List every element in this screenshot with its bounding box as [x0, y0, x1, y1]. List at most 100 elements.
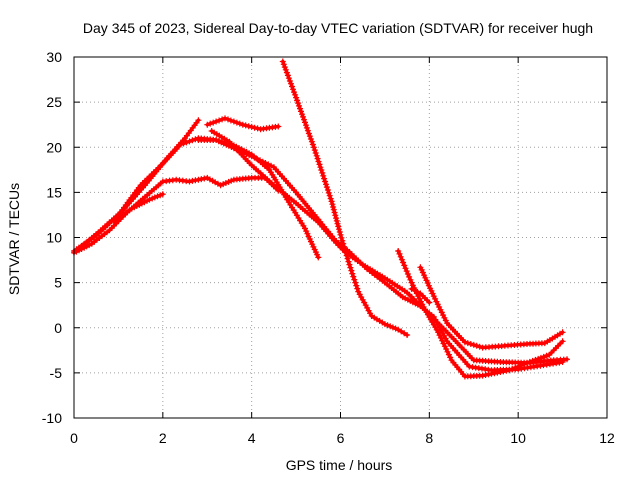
data-point-marker [564, 356, 570, 363]
data-point-marker [314, 155, 321, 162]
data-point-marker [216, 117, 223, 124]
data-point-marker [304, 127, 311, 134]
data-point-marker [284, 72, 291, 79]
data-point-marker [251, 124, 258, 131]
data-point-marker [195, 117, 202, 124]
y-tick-label: 25 [46, 94, 62, 110]
data-point-marker [281, 64, 288, 71]
data-point-marker [299, 111, 305, 118]
data-point-marker [275, 123, 282, 130]
data-point-marker [154, 193, 161, 200]
data-point-marker [420, 304, 427, 310]
data-point-marker [313, 152, 320, 159]
data-point-marker [442, 317, 449, 324]
data-point-marker [335, 223, 342, 230]
data-point-marker [346, 261, 353, 268]
data-point-marker [151, 194, 158, 201]
data-point-marker [296, 102, 302, 109]
data-point-marker [320, 172, 327, 179]
data-point-marker [328, 198, 335, 205]
data-point-marker [312, 150, 319, 156]
data-point-marker [220, 181, 227, 188]
data-point-marker [543, 352, 550, 359]
data-point-marker [559, 329, 566, 336]
data-point-marker [440, 312, 447, 319]
data-point-marker [294, 97, 301, 104]
data-point-marker [342, 249, 349, 256]
data-point-marker [322, 178, 329, 185]
data-point-marker [387, 323, 394, 330]
data-point-marker [324, 187, 331, 193]
data-point-marker [348, 267, 355, 274]
data-point-marker [434, 301, 441, 308]
data-point-marker [330, 204, 337, 210]
data-point-marker [509, 366, 516, 372]
data-point-marker [219, 116, 226, 123]
data-point-marker [317, 164, 324, 171]
data-point-marker [476, 343, 483, 350]
data-point-marker [230, 118, 237, 125]
y-tick-label: 0 [54, 320, 62, 336]
data-point-marker [437, 334, 444, 341]
data-point-marker [314, 251, 321, 258]
data-point-marker [417, 298, 424, 305]
data-point-marker [354, 285, 361, 292]
data-point-marker [279, 58, 286, 65]
data-point-marker [146, 196, 153, 203]
data-point-marker [291, 89, 297, 96]
data-point-marker [307, 136, 314, 142]
data-point-marker [323, 181, 329, 188]
data-point-marker [325, 189, 332, 196]
data-point-marker [283, 69, 290, 76]
data-point-marker [429, 290, 436, 297]
data-point-marker [337, 231, 344, 238]
x-tick-label: 8 [425, 430, 433, 446]
series-track-3 [75, 117, 202, 253]
data-point-marker [381, 321, 388, 328]
data-point-marker [210, 119, 217, 126]
x-tick-label: 4 [248, 430, 256, 446]
data-point-marker [352, 279, 359, 286]
data-point-marker [315, 254, 322, 261]
axis-layer: 0 2 4 6 8 10 12 -10 -5 0 5 10 15 20 25 30 [42, 49, 615, 446]
data-point-marker [341, 243, 348, 250]
data-point-marker [443, 346, 450, 352]
data-point-marker [401, 262, 408, 269]
data-point-marker [467, 341, 474, 347]
data-point-marker [404, 271, 411, 277]
data-point-marker [426, 299, 433, 306]
x-tick-label: 10 [510, 430, 526, 446]
data-point-marker [290, 86, 296, 93]
data-point-marker [308, 138, 315, 145]
data-point-marker [280, 61, 287, 68]
data-point-marker [441, 343, 448, 350]
data-point-marker [332, 212, 339, 219]
data-point-marker [254, 156, 261, 162]
data-point-marker [309, 241, 316, 248]
data-point-marker [323, 184, 330, 191]
data-point-marker [409, 282, 416, 289]
data-point-marker [289, 83, 295, 90]
data-point-marker [559, 338, 566, 345]
data-point-marker [288, 80, 294, 87]
data-point-marker [228, 177, 235, 184]
data-point-marker [512, 364, 519, 371]
data-point-marker [515, 363, 522, 370]
data-point-marker [389, 324, 396, 331]
series-track-6 [204, 115, 282, 133]
data-point-marker [303, 124, 310, 131]
data-point-marker [282, 66, 289, 73]
data-point-marker [297, 105, 303, 112]
data-point-marker [521, 361, 528, 368]
data-point-marker [295, 100, 302, 107]
data-point-marker [213, 118, 220, 125]
data-point-marker [327, 195, 334, 202]
y-tick-label: 30 [46, 49, 62, 65]
data-point-marker [461, 339, 468, 346]
data-point-marker [398, 256, 405, 263]
x-tick-label: 0 [70, 430, 78, 446]
series-track-7 [208, 128, 566, 366]
series-layer [71, 58, 570, 380]
x-tick-label: 12 [599, 430, 615, 446]
data-point-marker [339, 237, 346, 244]
